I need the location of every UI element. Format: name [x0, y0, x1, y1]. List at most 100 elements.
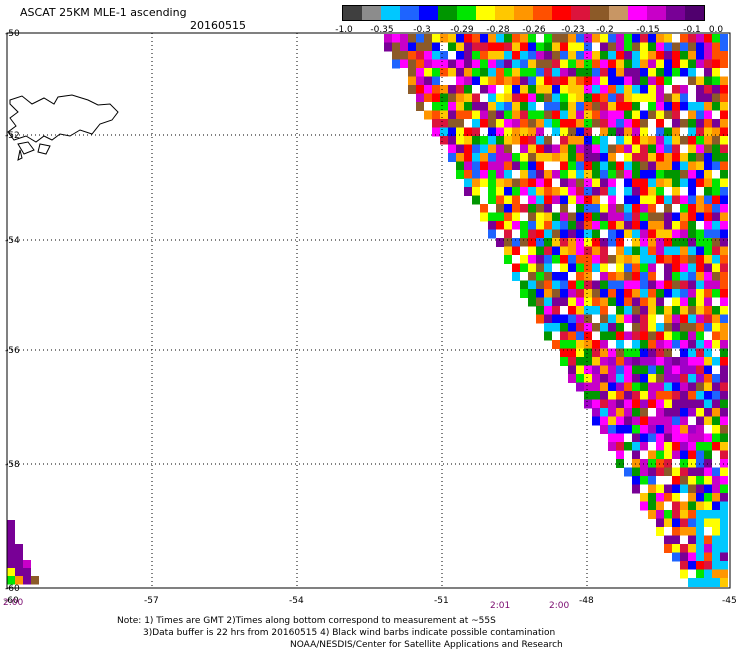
data-cell — [624, 255, 632, 264]
data-cell — [584, 382, 592, 392]
data-cell — [496, 238, 504, 247]
data-cell — [624, 238, 632, 247]
data-cell — [600, 127, 608, 137]
data-cell — [640, 110, 648, 120]
data-cell — [512, 76, 520, 86]
data-cell — [704, 59, 712, 69]
data-cell — [440, 59, 448, 69]
data-cell — [648, 331, 656, 341]
data-cell — [568, 348, 576, 358]
data-cell — [528, 144, 536, 154]
data-cell — [672, 442, 680, 451]
data-cell — [480, 187, 488, 196]
color-scale-label: -0.35 — [370, 25, 394, 35]
data-cell — [624, 170, 632, 179]
data-cell — [576, 93, 584, 103]
data-cell — [600, 161, 608, 171]
data-cell — [720, 280, 728, 290]
data-cell — [600, 382, 608, 392]
data-cell — [488, 102, 496, 111]
data-cell — [648, 510, 656, 519]
data-cell — [520, 280, 528, 290]
data-cell — [704, 323, 712, 332]
data-cell — [696, 416, 704, 426]
data-cell — [632, 255, 640, 264]
data-cell — [648, 501, 656, 511]
data-cell — [560, 272, 568, 281]
data-cell — [648, 68, 656, 77]
data-cell — [680, 569, 688, 579]
data-cell — [488, 195, 496, 205]
data-cell — [520, 161, 528, 171]
data-cell — [592, 204, 600, 213]
data-cell — [480, 178, 488, 188]
data-cell — [560, 127, 568, 137]
data-cell — [576, 306, 584, 315]
data-cell — [456, 85, 464, 94]
data-cell — [624, 102, 632, 111]
data-cell — [640, 229, 648, 239]
data-cell — [504, 110, 512, 120]
data-cell — [672, 93, 680, 103]
data-cell — [608, 34, 616, 43]
data-cell — [592, 391, 600, 400]
data-cell — [504, 127, 512, 137]
data-cell — [696, 59, 704, 69]
data-cell — [640, 365, 648, 375]
color-scale-swatch — [533, 6, 552, 20]
data-cell — [464, 119, 472, 128]
data-cell — [680, 544, 688, 553]
data-cell — [504, 255, 512, 264]
data-cell — [720, 238, 728, 247]
data-cell — [712, 442, 720, 451]
data-cell — [696, 68, 704, 77]
data-cell — [592, 348, 600, 358]
data-cell — [672, 323, 680, 332]
data-cell — [512, 170, 520, 179]
data-cell — [664, 68, 672, 77]
data-cell — [640, 382, 648, 392]
data-cell — [600, 314, 608, 324]
data-cell — [704, 238, 712, 247]
data-cell — [680, 476, 688, 485]
data-cell — [512, 229, 520, 239]
data-cell — [552, 229, 560, 239]
data-cell — [23, 560, 31, 569]
data-cell — [536, 59, 544, 69]
data-cell — [584, 340, 592, 349]
data-cell — [568, 272, 576, 281]
data-cell — [632, 229, 640, 239]
data-cell — [496, 51, 504, 60]
data-cell — [624, 289, 632, 298]
data-cell — [536, 102, 544, 111]
data-cell — [656, 280, 664, 290]
data-cell — [720, 323, 728, 332]
data-cell — [536, 314, 544, 324]
data-cell — [696, 76, 704, 86]
data-cell — [664, 161, 672, 171]
data-cell — [688, 212, 696, 222]
data-cell — [720, 221, 728, 230]
data-cell — [656, 238, 664, 247]
data-cell — [624, 76, 632, 86]
data-cell — [648, 246, 656, 256]
color-scale-label: -0.1 — [683, 25, 701, 35]
data-cell — [584, 127, 592, 137]
data-cell — [656, 323, 664, 332]
data-cell — [640, 306, 648, 315]
data-cell — [672, 416, 680, 426]
data-cell — [624, 467, 632, 477]
data-cell — [664, 510, 672, 519]
data-cell — [552, 42, 560, 52]
data-cell — [672, 306, 680, 315]
data-cell — [584, 374, 592, 383]
latitude-tick-label: -50 — [5, 29, 20, 39]
data-cell — [648, 102, 656, 111]
data-cell — [544, 280, 552, 290]
data-cell — [440, 68, 448, 77]
data-cell — [528, 42, 536, 52]
data-cell — [544, 42, 552, 52]
data-cell — [480, 59, 488, 69]
data-cell — [640, 289, 648, 298]
data-cell — [560, 229, 568, 239]
